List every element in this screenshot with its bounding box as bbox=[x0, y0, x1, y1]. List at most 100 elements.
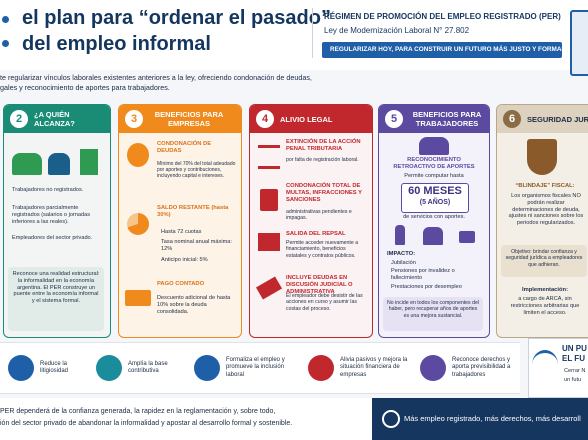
list-item: Tasa nominal anual máxima: 12% bbox=[161, 239, 232, 252]
impl: a cargo de ARCA, sin restricciones arbit… bbox=[510, 296, 580, 316]
section-number: 3 bbox=[125, 110, 143, 128]
block-text: El empleador debe desistir de las accion… bbox=[286, 293, 363, 312]
outcome-text: Alivia pasivos y mejora la situación fin… bbox=[340, 356, 408, 378]
title: el plan para “ordenar el pasado” bbox=[22, 7, 331, 29]
allows: Permite computar hasta bbox=[404, 173, 464, 179]
footer-text: PER dependerá de la confianza generada, … bbox=[0, 408, 276, 415]
tagline: Más empleo registrado, más derechos, más… bbox=[404, 414, 581, 423]
section-title: ¿A QUIÉN ALCANZA? bbox=[34, 110, 75, 128]
cash-icon bbox=[125, 290, 151, 306]
outcome: Reduce la litigiosidad bbox=[8, 350, 100, 386]
block-text: por falta de registración laboral. bbox=[286, 157, 359, 163]
shield: “BLINDAJE” FISCAL: bbox=[515, 183, 575, 189]
section: 4 ALIVIO LEGAL EXTINCIÓN DE LA ACCIÓN PEN… bbox=[249, 104, 373, 338]
building-icon bbox=[80, 149, 98, 175]
dot bbox=[2, 16, 9, 23]
people-icon bbox=[48, 153, 70, 175]
shield-text: Los organismos fiscales NO podrán realiz… bbox=[508, 193, 584, 227]
outcome-icon bbox=[96, 355, 122, 381]
item: Trabajadores parcialmente registrados (s… bbox=[12, 205, 91, 225]
law: Ley de Modernización Laboral N° 27.802 bbox=[324, 26, 470, 35]
block-text: Mínimo del 70% del total adeudado por ap… bbox=[157, 161, 236, 180]
objective-box bbox=[501, 245, 587, 277]
section-header: 5 BENEFICIOS PARA TRABAJADORES bbox=[379, 105, 489, 133]
header-bg bbox=[0, 0, 588, 70]
workers-icon bbox=[419, 137, 449, 155]
impact-item: Jubilación bbox=[391, 260, 416, 266]
outcome-icon bbox=[194, 355, 220, 381]
divider bbox=[312, 8, 313, 58]
block-heading: CONDONACIÓN TOTAL DE MULTAS, INFRACCIONE… bbox=[286, 183, 362, 204]
side-text: Cerrar N bbox=[564, 368, 586, 374]
outcome-icon bbox=[308, 355, 334, 381]
scales-icon bbox=[258, 145, 280, 169]
outcome-text: Amplía la base contributiva bbox=[128, 360, 168, 375]
shield-icon bbox=[527, 139, 557, 175]
block-heading: CONDONACIÓN DE DEUDAS bbox=[157, 141, 212, 155]
block-text: Permite acceder nuevamente a financiamie… bbox=[286, 240, 359, 259]
elder-icon bbox=[395, 225, 405, 245]
tagline-icon bbox=[382, 410, 400, 428]
regime: RÉGIMEN DE PROMOCIÓN DEL EMPLEO REGISTRA… bbox=[324, 12, 561, 21]
banner-text: REGULARIZAR HOY, PARA CONSTRUIR UN FUTUR… bbox=[330, 46, 566, 53]
months: 60 MESES bbox=[408, 185, 462, 197]
outcome: Alivia pasivos y mejora la situación fin… bbox=[308, 350, 416, 386]
section-header: 2 ¿A QUIÉN ALCANZA? bbox=[4, 105, 110, 133]
intro: gales y reconocimiento de aportes para t… bbox=[0, 83, 170, 92]
title: del empleo informal bbox=[22, 33, 211, 55]
side-title: UN PU bbox=[562, 344, 587, 353]
note: Reconoce una realidad estructural: la in… bbox=[12, 271, 100, 305]
objective: Objetivo: brindar confianza y seguridad … bbox=[505, 249, 583, 268]
note-box bbox=[383, 297, 483, 331]
block-heading: SALDO RESTANTE (hasta 30%) bbox=[157, 205, 229, 219]
document-icon bbox=[260, 189, 278, 211]
recognition: RECONOCIMIENTO RETROACTIVO DE APORTES bbox=[393, 157, 475, 171]
impact-item: Prestaciones por desempleo bbox=[391, 284, 462, 290]
family-icon bbox=[423, 227, 443, 245]
block-heading: INCLUYE DEUDAS EN DISCUSIÓN JUDICIAL O A… bbox=[286, 275, 353, 296]
section-number: 4 bbox=[256, 110, 274, 128]
years: (5 AÑOS) bbox=[419, 199, 451, 206]
section-title: BENEFICIOS PARA EMPRESAS bbox=[154, 110, 224, 128]
side-text: un futu bbox=[564, 377, 582, 383]
impl-title: Implementación: bbox=[521, 287, 569, 293]
block-heading: SALIDA DEL REPSAL bbox=[286, 231, 346, 237]
note: No incide en todos los componentes del h… bbox=[387, 300, 479, 319]
list-item: Hasta 72 cuotas bbox=[161, 229, 202, 235]
note-box bbox=[8, 267, 104, 331]
section-number: 6 bbox=[503, 110, 521, 128]
gavel-icon bbox=[255, 276, 283, 300]
section-title: BENEFICIOS PARA TRABAJADORES bbox=[412, 110, 482, 128]
bank-icon bbox=[258, 233, 280, 251]
outcome-icon bbox=[420, 355, 446, 381]
section: 3 BENEFICIOS PARA EMPRESAS CONDONACIÓN DE… bbox=[118, 104, 242, 338]
section-number: 5 bbox=[385, 110, 403, 128]
intro: te regularizar vínculos laborales existe… bbox=[0, 73, 312, 82]
outcome: Amplía la base contributiva bbox=[96, 350, 196, 386]
briefcase-icon bbox=[459, 231, 475, 243]
side-title: EL FU bbox=[562, 354, 585, 363]
clipboard-icon bbox=[570, 10, 588, 76]
section-header: 4 ALIVIO LEGAL bbox=[250, 105, 372, 133]
block-text: administrativas pendientes e impagas. bbox=[286, 209, 352, 222]
footer-text: ión del sector privado de abandonar la i… bbox=[0, 420, 293, 427]
section: 2 ¿A QUIÉN ALCANZA? Trabajadores no regis… bbox=[3, 104, 111, 338]
block-heading: EXTINCIÓN DE LA ACCIÓN PENAL TRIBUTARIA bbox=[286, 139, 361, 153]
outcome: Formaliza el empleo y promueve la inclus… bbox=[194, 350, 300, 386]
outcome-text: Reduce la litigiosidad bbox=[40, 360, 69, 375]
outcome: Reconoce derechos y aporta previsibilida… bbox=[420, 350, 520, 386]
outcome-text: Reconoce derechos y aporta previsibilida… bbox=[452, 356, 511, 378]
outcome-icon bbox=[8, 355, 34, 381]
pie-icon bbox=[127, 213, 149, 235]
section-number: 2 bbox=[10, 110, 28, 128]
section-title: SEGURIDAD JURÍDIC bbox=[527, 114, 588, 124]
item: Empleadores del sector privado. bbox=[12, 235, 93, 241]
block-heading: PAGO CONTADO bbox=[157, 281, 205, 287]
impact-title: IMPACTO: bbox=[387, 251, 416, 257]
block-text: Descuento adicional de hasta 10% sobre l… bbox=[157, 295, 231, 315]
services: de servicios con aportes. bbox=[403, 214, 465, 220]
section-header: 6 SEGURIDAD JURÍDIC bbox=[497, 105, 588, 133]
people-icon bbox=[12, 153, 42, 175]
item: Trabajadores no registrados. bbox=[12, 187, 84, 193]
